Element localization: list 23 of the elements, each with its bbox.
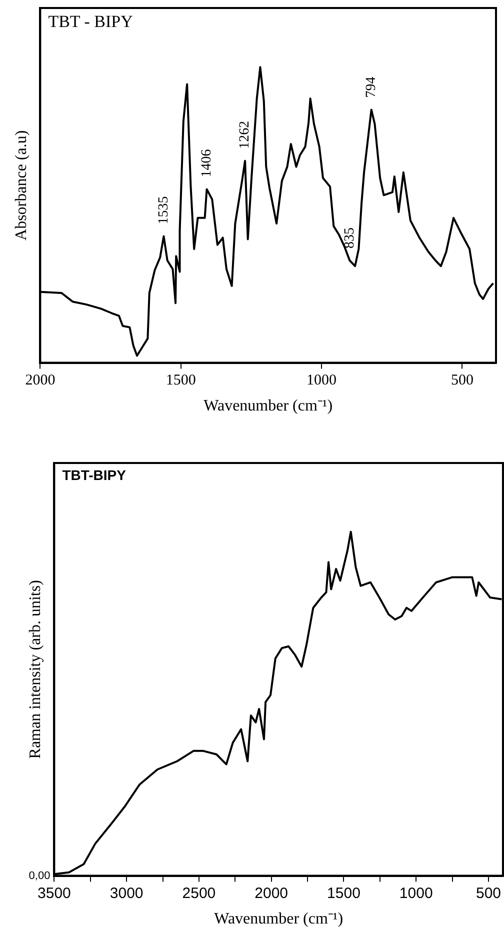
- annotation: 1406: [199, 149, 214, 178]
- x-tick-label: 1500: [327, 884, 360, 902]
- x-tick-label: 1000: [306, 372, 337, 389]
- chart-title: TBT - BIPY: [48, 12, 133, 31]
- x-axis-title: Wavenumber (cm⁻¹): [204, 398, 333, 415]
- annotation: 794: [364, 76, 380, 98]
- x-tick-label: 2000: [254, 884, 288, 902]
- y-axis-title: Raman intensity (arb. units): [26, 580, 44, 759]
- x-tick-label: 2500: [182, 884, 216, 902]
- y-axis-title: Absorbance (a.u): [12, 130, 30, 240]
- annotation: 1535: [156, 196, 172, 224]
- x-tick-label: 3500: [38, 884, 71, 902]
- x-tick-label: 3000: [110, 884, 144, 902]
- x-tick-label: 2000: [25, 372, 56, 389]
- x-tick-label: 1500: [166, 372, 196, 389]
- x-axis-title: Wavenumber (cm⁻¹): [214, 910, 344, 928]
- chart-title: TBT-BIPY: [62, 466, 127, 483]
- x-tick-label: 1000: [399, 884, 433, 902]
- annotation: 835: [342, 228, 358, 248]
- text: 0,00: [28, 870, 50, 882]
- x-tick-label: 500: [450, 372, 474, 389]
- x-tick-label: 500: [476, 884, 501, 902]
- annotation: 1262: [238, 120, 253, 149]
